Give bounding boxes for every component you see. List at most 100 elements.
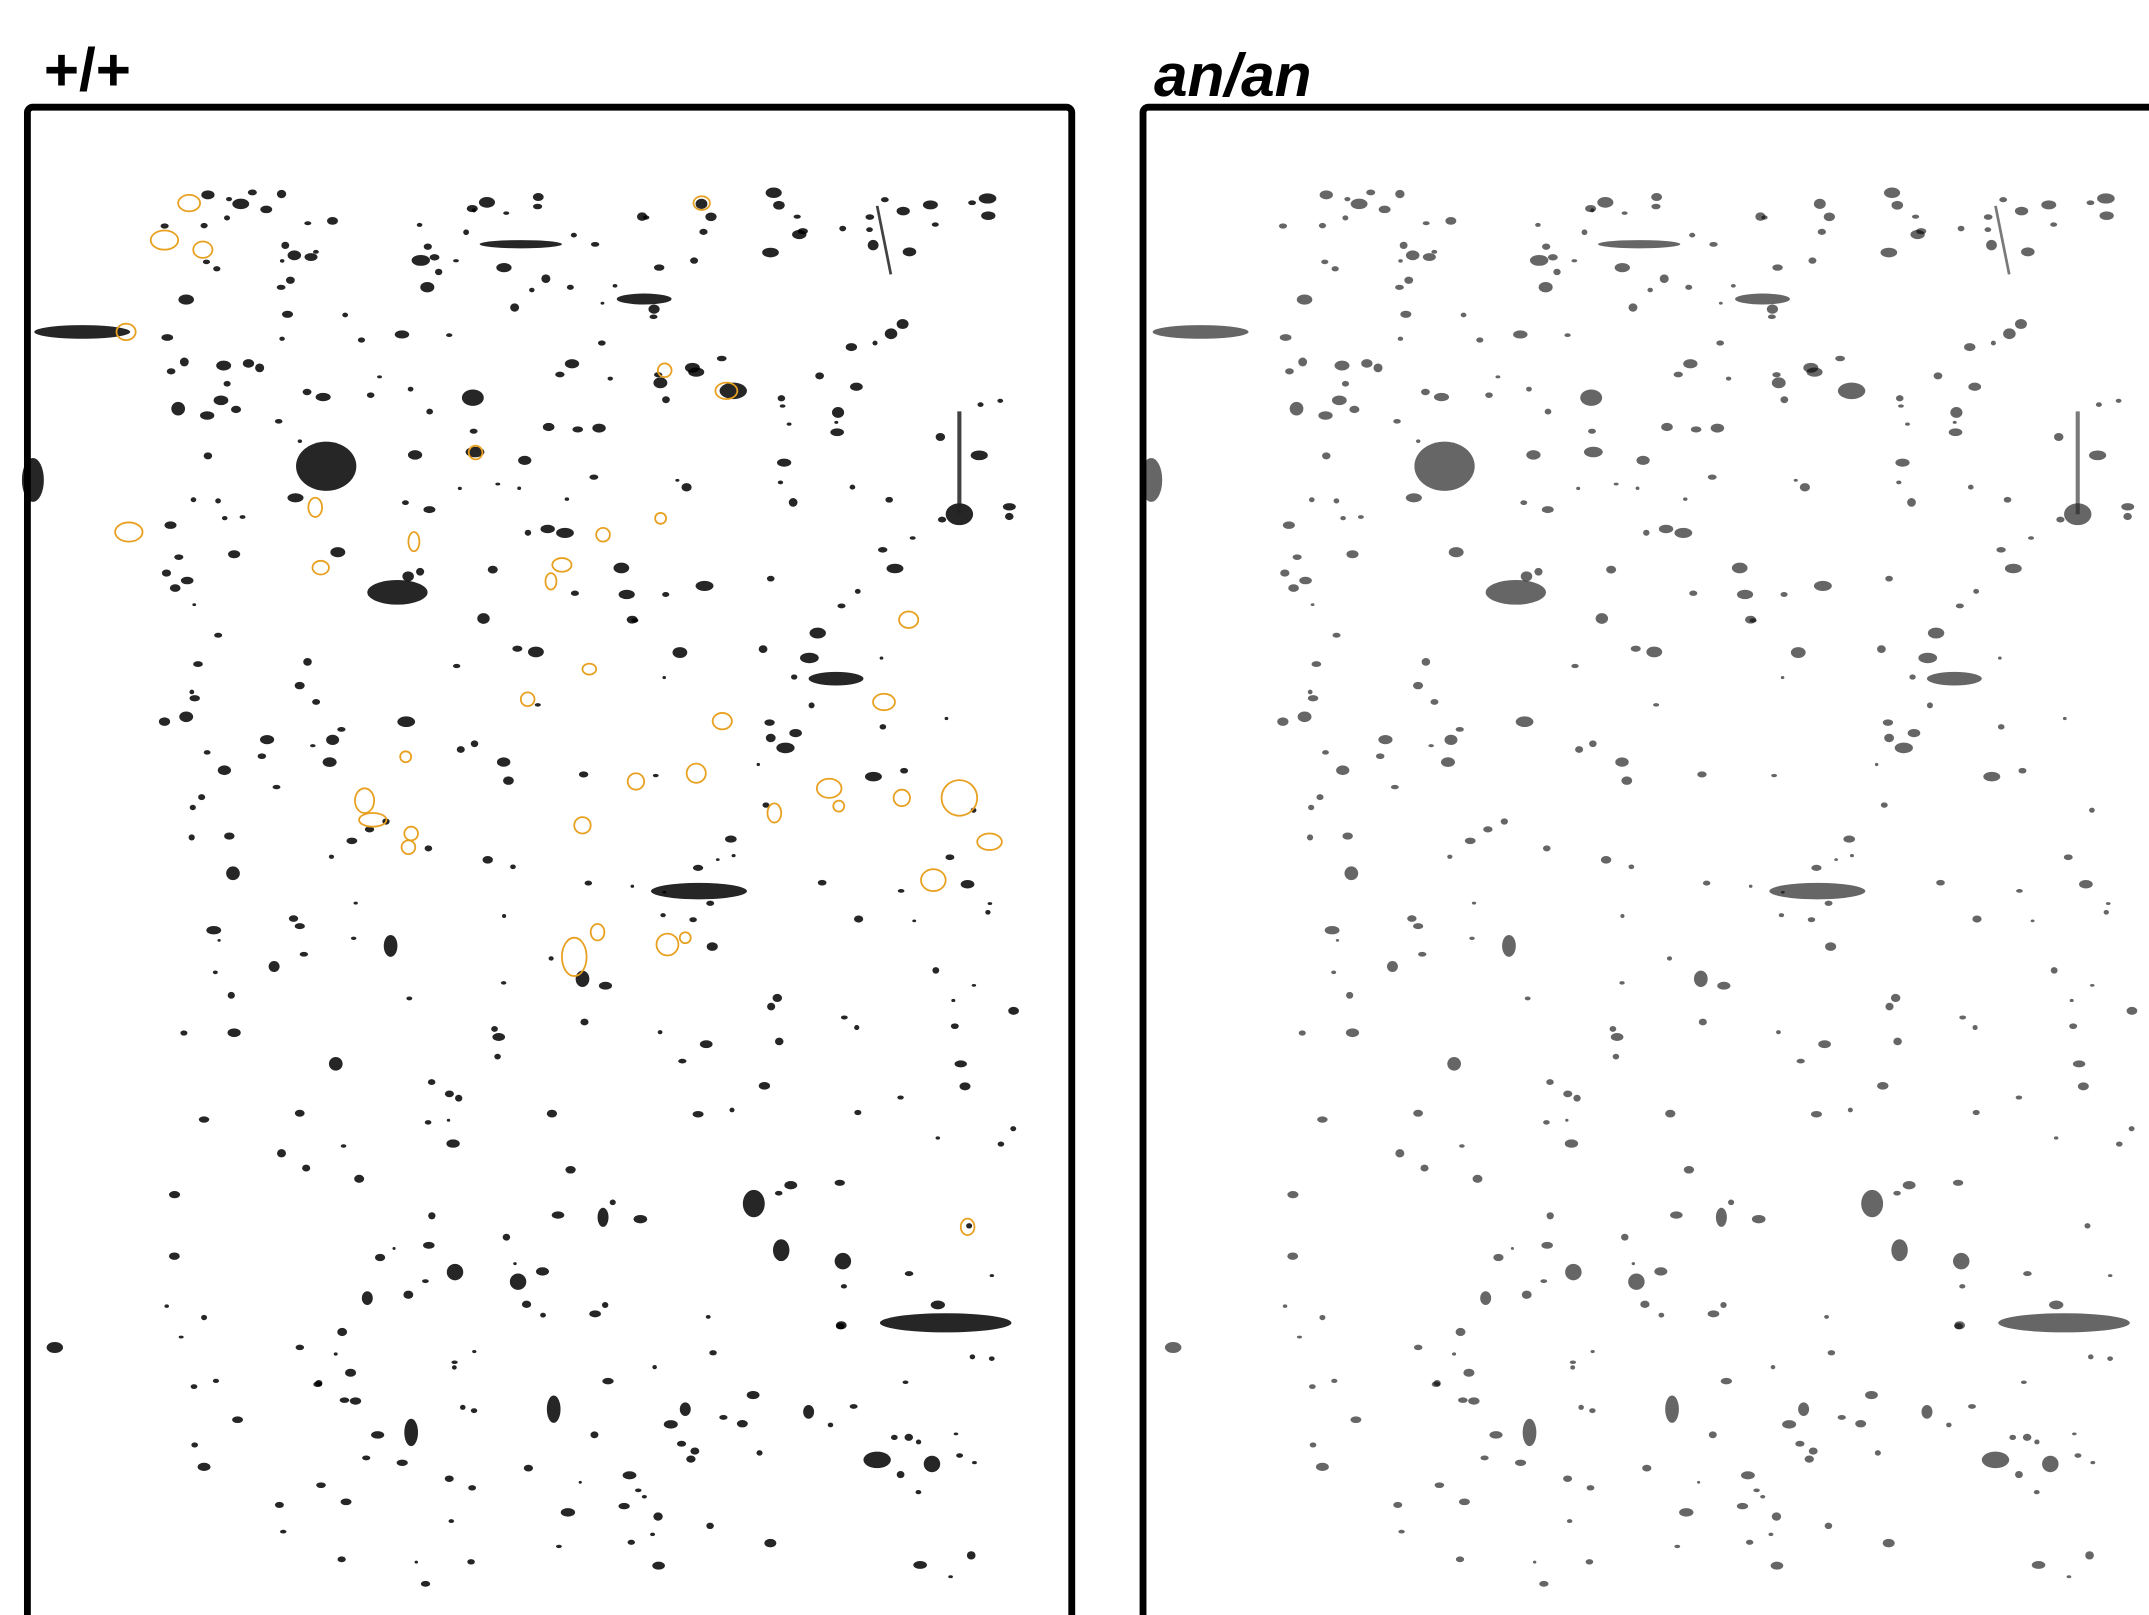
- spot: [1542, 243, 1550, 249]
- spot: [1807, 367, 1823, 376]
- spot: [778, 481, 783, 485]
- spot: [1825, 942, 1836, 951]
- spot: [1811, 1111, 1822, 1118]
- spot: [1400, 242, 1408, 249]
- spot: [1982, 1452, 2009, 1468]
- spot: [164, 521, 176, 529]
- spot: [224, 381, 231, 387]
- spot: [717, 356, 727, 362]
- spot: [1953, 1253, 1969, 1269]
- spot-outline: [658, 363, 672, 377]
- gel-right: [1140, 188, 2137, 1587]
- spot: [1811, 865, 1821, 871]
- spot: [345, 1369, 356, 1377]
- spot: [214, 396, 229, 406]
- spot: [634, 1215, 648, 1223]
- spot: [599, 982, 612, 990]
- spot: [598, 1208, 609, 1227]
- spot: [619, 590, 635, 599]
- spot: [510, 303, 519, 311]
- spot: [1614, 483, 1619, 486]
- spot: [1441, 757, 1455, 767]
- spot: [1794, 479, 1798, 482]
- spot: [522, 1301, 531, 1308]
- spot: [445, 1090, 454, 1097]
- spot: [2069, 1023, 2077, 1029]
- spot: [171, 402, 185, 416]
- spot: [1420, 1165, 1428, 1172]
- spot: [480, 240, 562, 248]
- spot-outline: [942, 780, 978, 816]
- spot: [1689, 591, 1697, 596]
- spot: [279, 337, 284, 341]
- spot: [1895, 459, 1909, 467]
- spot: [1418, 952, 1426, 957]
- spot: [854, 916, 863, 923]
- spot: [854, 1025, 859, 1030]
- spot: [1679, 1508, 1693, 1516]
- spot: [912, 920, 916, 923]
- figure: +/+ an/an: [0, 0, 2149, 1615]
- spot: [556, 1545, 562, 1548]
- spot: [316, 1482, 326, 1488]
- spot: [1896, 395, 1904, 401]
- spot: [2016, 1096, 2023, 1100]
- spot: [1316, 794, 1323, 800]
- spot: [198, 1463, 211, 1471]
- spot: [681, 483, 691, 491]
- spot: [2078, 1082, 2089, 1090]
- spot: [1661, 423, 1673, 431]
- spot: [652, 1365, 657, 1369]
- spot-outline: [545, 573, 556, 589]
- spot: [1398, 1530, 1404, 1534]
- spot: [422, 1279, 429, 1283]
- spot: [759, 645, 768, 653]
- spot: [1358, 515, 1364, 519]
- spot: [1797, 1059, 1805, 1064]
- spot: [430, 254, 440, 260]
- spot: [1877, 645, 1886, 653]
- spot: [1881, 802, 1888, 807]
- spot: [1985, 227, 1992, 232]
- spot: [1838, 1415, 1846, 1420]
- spot: [628, 1540, 635, 1545]
- spot: [1613, 1054, 1620, 1060]
- spot: [2032, 1561, 2046, 1569]
- spot: [180, 1030, 187, 1035]
- spot: [248, 189, 257, 195]
- spot: [463, 229, 469, 235]
- spot: [1771, 1562, 1784, 1570]
- spot: [1795, 1441, 1804, 1447]
- spot: [1459, 1499, 1470, 1506]
- spot: [1927, 702, 1933, 708]
- spot: [1525, 996, 1531, 1000]
- spot: [354, 1175, 364, 1183]
- spot: [601, 302, 605, 305]
- spot: [1779, 913, 1784, 917]
- spot: [1580, 389, 1602, 405]
- spot: [1622, 211, 1628, 214]
- spot: [529, 288, 534, 293]
- spot: [623, 1471, 637, 1479]
- spot: [836, 1323, 845, 1329]
- spot: [1750, 618, 1757, 622]
- spot: [1316, 1463, 1329, 1471]
- spot: [1726, 377, 1731, 381]
- spot: [406, 996, 412, 1000]
- spot-outline: [680, 932, 691, 943]
- spot: [1771, 774, 1777, 777]
- spot: [660, 913, 665, 917]
- spot: [841, 1015, 848, 1019]
- spot: [1877, 1082, 1888, 1090]
- spot: [1430, 699, 1438, 705]
- spot: [1308, 690, 1313, 695]
- spot: [231, 406, 241, 413]
- spot: [839, 226, 846, 232]
- spot-outline: [899, 612, 918, 628]
- spot: [2019, 768, 2027, 774]
- spot: [1956, 604, 1964, 609]
- spot-outline: [312, 561, 328, 575]
- spot: [215, 498, 221, 503]
- spot: [970, 1354, 975, 1359]
- spot: [1737, 1503, 1748, 1509]
